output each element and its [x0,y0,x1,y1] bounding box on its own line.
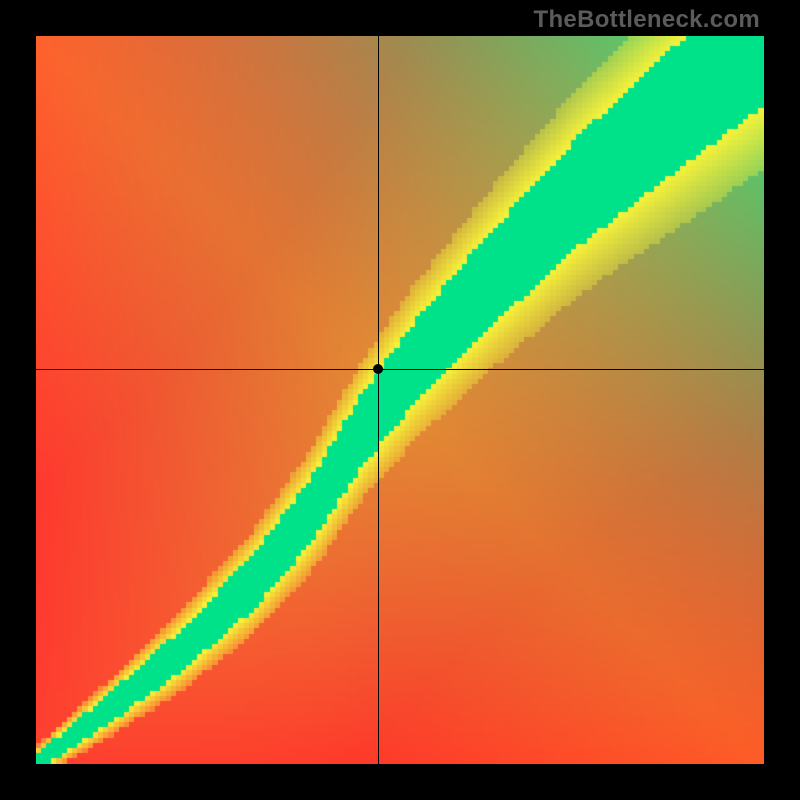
watermark-text: TheBottleneck.com [534,6,760,34]
heatmap-canvas [36,36,764,764]
heatmap-plot [36,36,764,764]
chart-frame: TheBottleneck.com [0,0,800,800]
